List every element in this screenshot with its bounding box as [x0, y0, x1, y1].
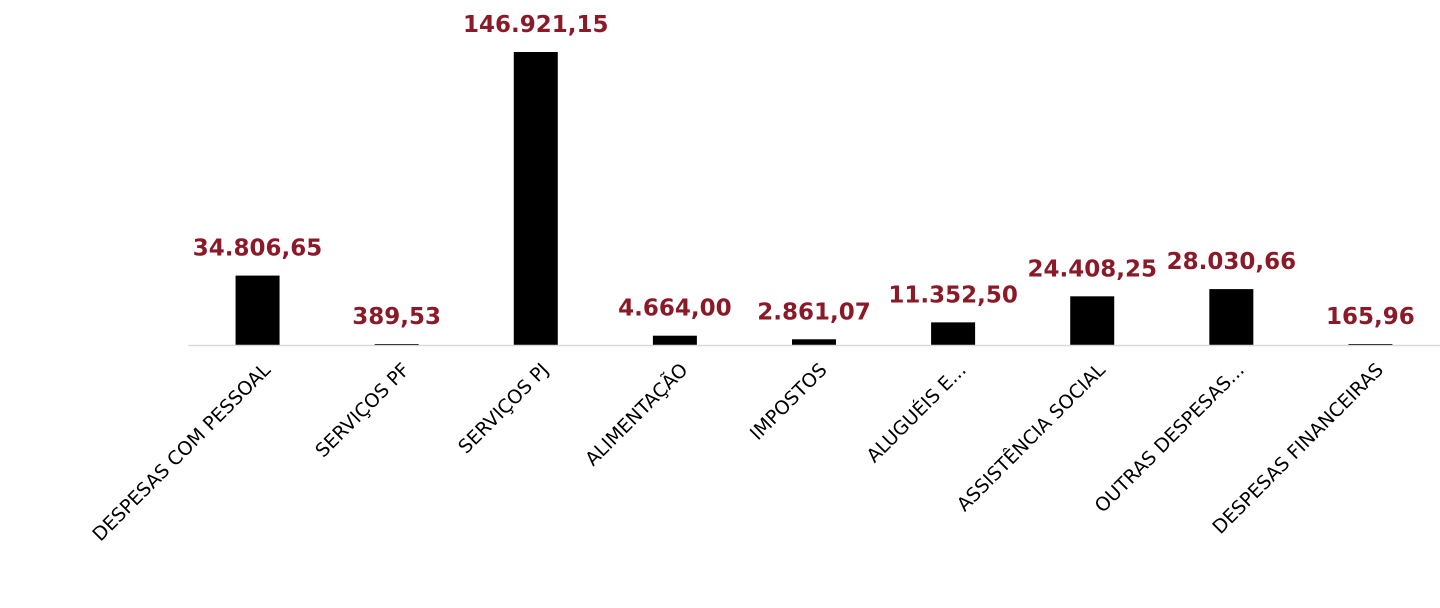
category-label-5: IMPOSTOS	[746, 359, 832, 445]
data-label-6: 11.352,50	[888, 282, 1018, 308]
data-label-4: 4.664,00	[618, 296, 732, 322]
bars-layer	[235, 52, 1393, 345]
category-label-6: ALUGUÉIS E...	[862, 358, 971, 467]
data-label-5: 2.861,07	[757, 299, 871, 325]
bar-7	[1070, 296, 1115, 345]
category-labels-layer: DESPESAS COM PESSOAL SERVIÇOS PF SERVIÇOS …	[88, 358, 1388, 546]
category-label-4: ALIMENTAÇÃO	[580, 358, 692, 470]
bar-8	[1209, 289, 1254, 345]
category-label-8: OUTRAS DESPESAS...	[1091, 359, 1249, 517]
category-label-2: SERVIÇOS PF	[311, 359, 414, 462]
category-label-1: DESPESAS COM PESSOAL	[88, 359, 275, 546]
data-label-3: 146.921,15	[463, 12, 609, 38]
data-label-8: 28.030,66	[1167, 249, 1297, 275]
bar-4	[652, 335, 697, 345]
bar-3	[513, 52, 558, 345]
category-label-3: SERVIÇOS PJ	[454, 359, 553, 458]
data-label-9: 165,96	[1326, 304, 1415, 330]
bar-6	[931, 322, 976, 345]
bar-1	[235, 275, 280, 345]
data-label-2: 389,53	[352, 304, 441, 330]
data-labels-layer: 34.806,65 389,53 146.921,15 4.664,00 2.861,0…	[193, 12, 1415, 330]
bar-2	[374, 344, 419, 345]
data-label-1: 34.806,65	[193, 236, 323, 262]
data-label-7: 24.408,25	[1027, 256, 1157, 282]
bar-9	[1348, 344, 1393, 345]
bar-5	[792, 339, 836, 345]
category-label-7: ASSISTÊNCIA SOCIAL	[952, 358, 1110, 516]
